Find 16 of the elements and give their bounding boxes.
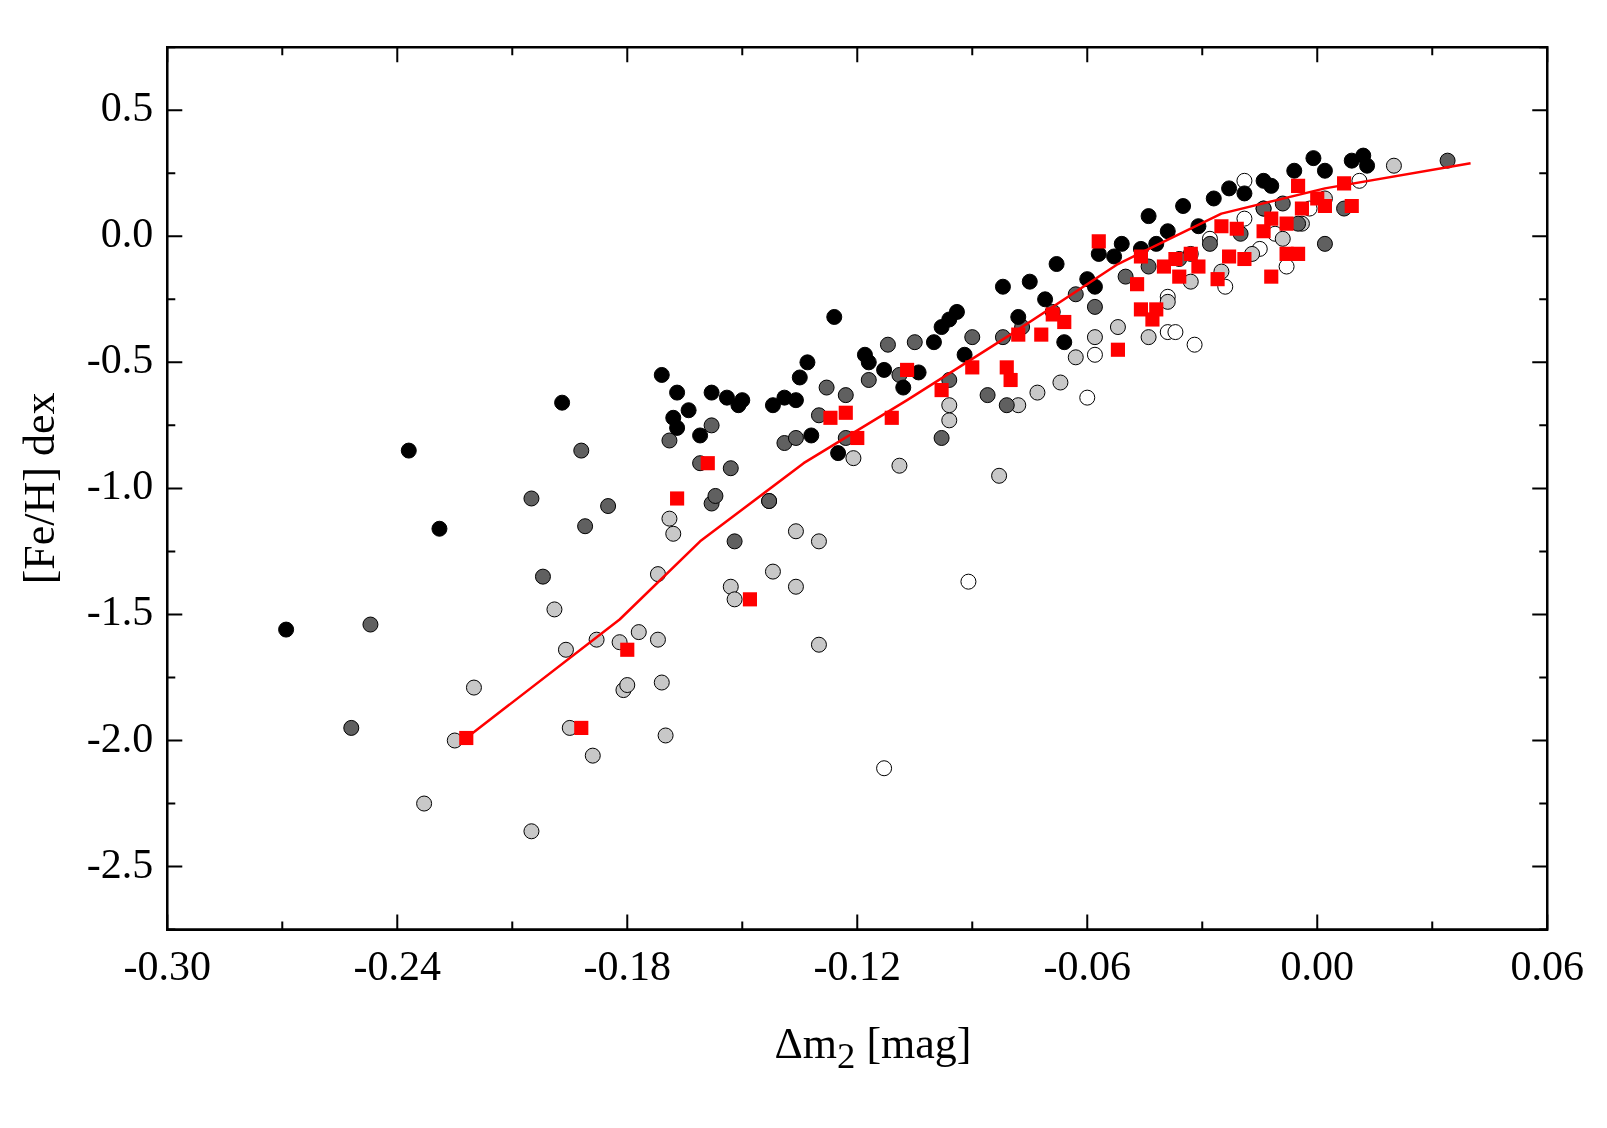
y-tick-label: 0.0 [100,210,154,257]
x-tick-label: 0.06 [1510,942,1584,989]
y-tick-label: 0.5 [100,84,154,131]
x-tick-label: -0.18 [583,942,672,989]
y-tick-label: -1.5 [86,588,154,635]
x-tick-label: -0.30 [123,942,212,989]
y-tick-label: -1.0 [86,462,154,509]
y-tick-label: -2.0 [86,714,154,761]
y-tick-label: -2.5 [86,840,154,887]
x-tick-label: 0.00 [1280,942,1355,989]
y-tick-label: -0.5 [86,336,154,383]
x-axis-title: Δm$_{2}$ [mag] [773,1018,973,1077]
x-tick-label: -0.24 [353,942,442,989]
y-axis-title: [Fe/H] dex [14,392,64,585]
x-tick-label: -0.06 [1043,942,1132,989]
x-tick-label: -0.12 [813,942,902,989]
